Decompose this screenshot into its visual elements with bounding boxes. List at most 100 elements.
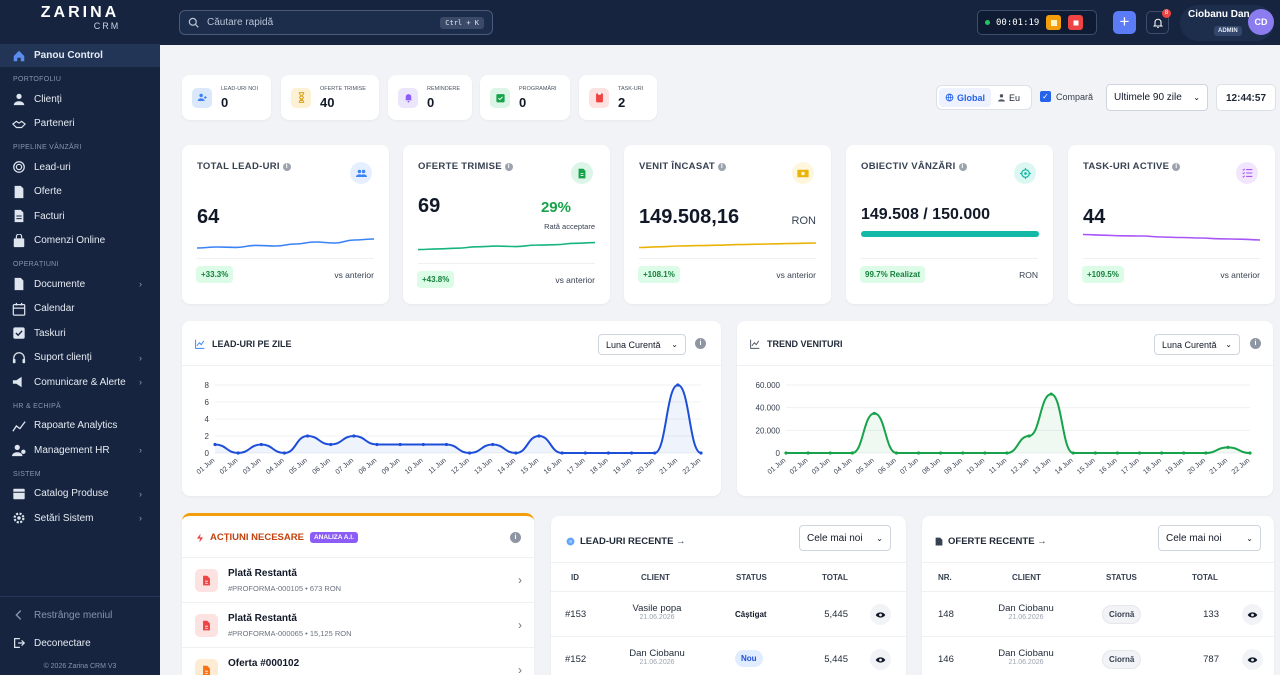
logout-button[interactable]: Deconectare (0, 629, 160, 657)
kpi-offers-sent[interactable]: OFERTE TRIMISE i 69 29% Rată acceptare +4… (403, 145, 610, 304)
y-tick-label: 8 (205, 381, 210, 390)
user-menu[interactable]: Ciobanu Dan ADMIN CD (1180, 5, 1274, 41)
sidebar-item-calendar[interactable]: Calendar (0, 297, 160, 322)
eye-icon (1247, 656, 1258, 663)
leads-chart-filter-select[interactable]: Luna Curentă ⌄ (598, 334, 686, 355)
info-icon[interactable]: i (958, 163, 967, 171)
scope-me-button[interactable]: Eu (991, 88, 1026, 107)
sidebar-item-lead-uri[interactable]: Lead-uri (0, 155, 160, 180)
sidebar-item-taskuri[interactable]: Taskuri (0, 321, 160, 346)
data-point (894, 451, 899, 455)
kpi-delta-badge: +33.3% (196, 266, 234, 283)
view-button[interactable] (1242, 604, 1263, 625)
data-point (1226, 445, 1230, 449)
info-icon[interactable]: i (718, 163, 727, 171)
sidebar-item-rapoarte-analytics[interactable]: Rapoarte Analytics (0, 414, 160, 439)
row-id: 146 (938, 654, 954, 665)
sidebar-item-documente[interactable]: Documente › (0, 272, 160, 297)
recent-leads-title[interactable]: LEAD-URI RECENTE → (566, 536, 686, 547)
collapse-menu-button[interactable]: Restrânge meniul (0, 601, 160, 629)
sidebar-item-setari-sistem[interactable]: Setări Sistem › (0, 506, 160, 531)
action-item[interactable]: Plată Restantă #PROFORMA-000105 • 673 RON… (182, 557, 534, 602)
recent-offers-sort-select[interactable]: Cele mai noi ⌄ (1158, 525, 1261, 551)
row-id: #152 (565, 654, 587, 665)
view-button[interactable] (870, 604, 891, 625)
search-input[interactable]: Căutare rapidă Ctrl + K (179, 10, 493, 35)
sidebar-item-dashboard[interactable]: Panou Control (0, 44, 160, 67)
data-point (305, 434, 310, 438)
info-icon[interactable]: i (282, 163, 291, 171)
quick-stat-programari[interactable]: PROGRAMĂRI 0 (480, 75, 570, 120)
revenue-chart-filter-select[interactable]: Luna Curentă ⌄ (1154, 334, 1240, 355)
sidebar-item-clienti[interactable]: Clienți (0, 87, 160, 112)
sidebar-item-facturi[interactable]: Facturi (0, 204, 160, 229)
quick-stat-oferte-trimise[interactable]: OFERTE TRIMISE 40 (281, 75, 379, 120)
row-id: #153 (565, 609, 587, 620)
scope-global-button[interactable]: Global (939, 88, 992, 107)
recent-offers-title[interactable]: OFERTE RECENTE → (935, 536, 1047, 547)
table-row[interactable]: 148 Dan Ciobanu 21.06.2026 Ciornă 133 (922, 593, 1274, 637)
x-tick-label: 17 Jun (566, 457, 587, 476)
row-client: Dan Ciobanu (998, 603, 1054, 614)
sidebar-section-title: OPERAȚIUNI (13, 261, 59, 268)
eye-icon (875, 611, 886, 618)
info-icon[interactable]: i (504, 163, 513, 171)
view-button[interactable] (870, 649, 891, 670)
notifications-button[interactable]: 8 (1146, 9, 1171, 34)
recent-leads-sort-select[interactable]: Cele mai noi ⌄ (799, 525, 891, 551)
area-fill (786, 394, 1250, 453)
table-row[interactable]: 146 Dan Ciobanu 21.06.2026 Ciornă 787 (922, 638, 1274, 675)
divider (861, 258, 1038, 259)
action-item[interactable]: Plată Restantă #PROFORMA-000065 • 15,125 … (182, 602, 534, 647)
table-row[interactable]: #152 Dan Ciobanu 21.06.2026 Nou 5,445 (551, 638, 906, 675)
kpi-active-tasks[interactable]: TASK-URI ACTIVE i 44 +109.5% vs anterior (1068, 145, 1275, 304)
notification-count-badge: 8 (1162, 9, 1171, 18)
footer-copyright: © 2026 Zarina CRM V3 (43, 663, 117, 670)
action-item[interactable]: Oferta #000102 › (182, 647, 534, 675)
info-icon[interactable]: i (695, 338, 706, 349)
x-tick-label: 06 Jun (311, 457, 332, 476)
quick-stat-remindere[interactable]: REMINDERE 0 (388, 75, 472, 120)
sidebar-item-oferte[interactable]: Oferte (0, 180, 160, 205)
acceptance-rate-label: Rată acceptare (544, 222, 595, 231)
sidebar-item-comunicare-alerte[interactable]: Comunicare & Alerte › (0, 370, 160, 395)
scope-toggle[interactable]: Global Eu (936, 85, 1032, 110)
pause-button[interactable] (1046, 15, 1062, 30)
table-row[interactable]: #153 Vasile popa 21.06.2026 Câștigat 5,44… (551, 593, 906, 637)
kpi-total-leads[interactable]: TOTAL LEAD-URI i 64 +33.3% vs anterior (182, 145, 389, 304)
calendar-icon (12, 302, 26, 316)
headset-icon (12, 351, 26, 365)
quick-stat-lead-uri-noi[interactable]: LEAD-URI NOI 0 (182, 75, 271, 120)
user-icon (998, 94, 1005, 102)
x-tick-label: 17 Jun (1120, 457, 1141, 476)
sidebar-item-parteneri[interactable]: Parteneri (0, 112, 160, 137)
data-point (236, 451, 240, 455)
sidebar-section-title: HR & ECHIPĂ (13, 402, 62, 410)
compare-checkbox[interactable]: ✓ Compară (1040, 91, 1093, 102)
chart-title: TREND VENITURI (750, 339, 843, 349)
y-tick-label: 20.000 (756, 426, 781, 435)
chevron-down-icon: ⌄ (1193, 93, 1200, 102)
info-icon[interactable]: i (510, 532, 521, 543)
sidebar-item-catalog-produse[interactable]: Catalog Produse › (0, 482, 160, 507)
sidebar-item-suport-clienti[interactable]: Suport clienți › (0, 346, 160, 371)
view-button[interactable] (1242, 649, 1263, 670)
app-logo[interactable]: ZARINA CRM (0, 0, 160, 44)
plus-icon: + (1119, 12, 1130, 31)
add-new-button[interactable]: + (1113, 11, 1136, 34)
quick-stat-value: 0 (519, 94, 527, 110)
quick-stat-task-uri[interactable]: TASK-URI 2 (579, 75, 657, 120)
info-icon[interactable]: i (1172, 163, 1181, 171)
sidebar-item-management-hr[interactable]: Management HR › (0, 438, 160, 463)
sidebar-item-comenzi-online[interactable]: Comenzi Online (0, 229, 160, 254)
kpi-sales-target[interactable]: OBIECTIV VÂNZĂRI i 149.508 / 150.000 99.7… (846, 145, 1053, 304)
kpi-revenue[interactable]: VENIT ÎNCASAT i 149.508,16 RON +108.1% vs… (624, 145, 831, 304)
row-date: 21.06.2026 (639, 614, 675, 621)
info-icon[interactable]: i (1250, 338, 1261, 349)
user-role-badge: ADMIN (1214, 26, 1242, 36)
stop-button[interactable] (1068, 15, 1084, 30)
chart-title-text: LEAD-URI PE ZILE (212, 339, 292, 349)
quick-stat-label: TASK-URI (618, 85, 644, 92)
sidebar-item-label: Parteneri (34, 118, 75, 130)
period-select[interactable]: Ultimele 90 zile ⌄ (1106, 84, 1208, 111)
